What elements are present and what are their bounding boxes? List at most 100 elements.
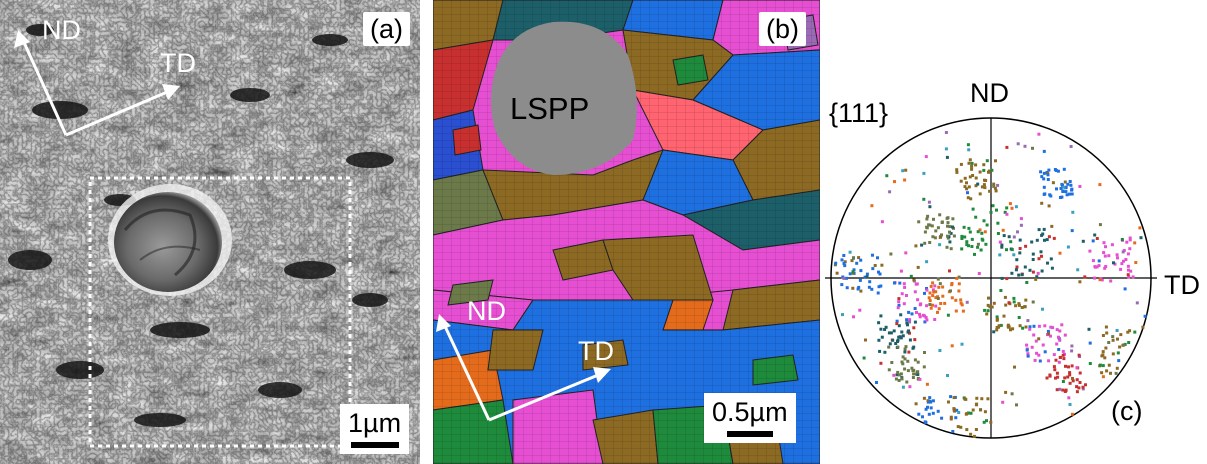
pole-point [840,283,844,287]
pole-point [1128,238,1132,242]
pole-point [960,234,964,238]
pole-point [1127,341,1131,344]
pole-point [1081,387,1085,391]
pole-point [963,235,967,239]
pole-point [938,282,942,286]
pole-point [918,303,922,307]
pole-point [1111,338,1115,342]
pole-point [896,340,899,343]
pole-point [1015,265,1019,269]
pole-point [900,330,904,334]
pole-point [933,284,937,288]
pole-point [1055,371,1059,375]
pole-point [893,281,896,285]
pole-point [1000,243,1004,247]
pole-point [967,161,971,165]
pole-point [865,275,869,279]
pole-point [1125,240,1129,244]
pole-point [982,420,986,424]
pole-point [959,425,963,429]
pole-point [996,183,1000,187]
pole-point [955,170,959,174]
pole-point [947,400,950,404]
pole-point [922,365,926,369]
pole-point [915,282,919,286]
pole-point [1119,267,1123,271]
pole-point [1101,334,1105,337]
pole-point [1075,378,1079,382]
pole-point [965,300,969,304]
pole-point [1094,265,1097,269]
pole-point [1003,210,1007,214]
pole-point [988,189,992,193]
pole-point [1068,180,1072,183]
pole-point [999,289,1003,292]
pole-point [926,214,930,218]
pole-point [1128,329,1132,333]
pole-point [924,155,928,159]
pole-point [970,161,974,165]
pole-point [985,419,988,423]
pole-point [894,342,898,345]
pole-point [907,310,911,314]
pole-point [845,286,849,290]
pole-point [896,306,900,310]
pole-point [988,305,992,309]
pole-point [895,319,899,323]
pole-point [998,253,1002,257]
pole-point [899,313,903,317]
pole-point [952,396,956,400]
pole-point [901,169,905,173]
pole-point [929,406,933,410]
panel-tag-a: (a) [363,12,410,46]
pole-point [1059,187,1063,190]
pole-point [1053,368,1057,372]
pole-point [843,260,847,264]
pole-point [843,264,847,268]
pole-point [896,370,900,374]
pole-point [877,321,881,325]
pole-point [926,399,930,403]
pole-point [1043,192,1047,196]
pole-point [1014,205,1018,209]
pole-point [982,168,986,172]
pole-point [1039,170,1043,174]
pole-point [934,229,938,233]
pole-point [1042,185,1046,189]
pole-point [1087,327,1091,331]
pole-point [867,285,871,289]
pole-point [1054,358,1058,362]
pole-point [964,397,968,401]
pole-point [1038,359,1042,363]
pole-point [957,411,961,414]
pole-point [904,345,908,349]
pole-point [903,350,907,354]
pole-point [974,428,978,431]
pole-point [1139,236,1143,240]
pole-point [1120,262,1124,266]
pole-point [888,190,892,194]
pole-point [986,397,990,401]
pole-point [992,184,996,188]
pole-point [974,176,978,180]
pole-point [939,302,943,305]
dark-grains [8,24,394,427]
pole-point [863,275,867,279]
pf-td-label: TD [1164,270,1200,300]
pole-point [1093,276,1097,280]
pole-point [993,186,997,190]
pole-point [982,183,986,187]
pole-point [1019,217,1023,221]
pole-point [922,197,926,201]
pole-point [978,170,982,174]
pole-point [1062,357,1066,361]
pole-point [980,237,984,241]
pole-point [960,237,964,240]
pole-point [1097,259,1101,263]
pole-point [877,285,881,289]
pole-point [949,289,952,293]
pole-point [850,259,854,263]
pole-point [1095,237,1099,240]
pole-point [948,240,952,244]
pole-point [897,379,901,382]
